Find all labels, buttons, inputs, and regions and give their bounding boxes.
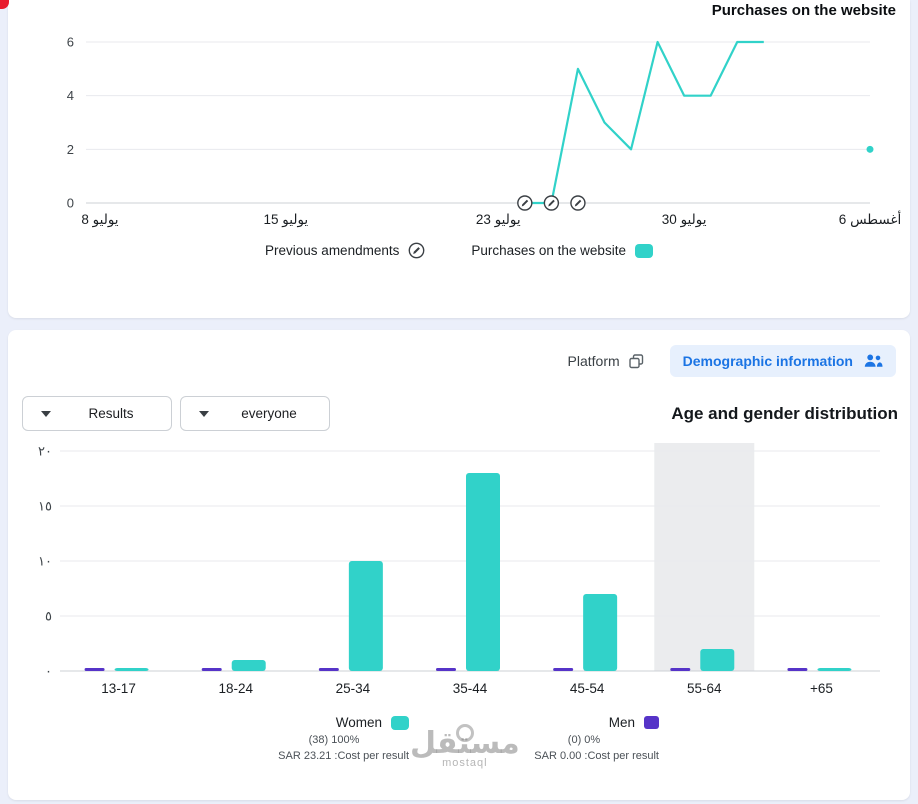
y-tick-label: ١٥ [38, 499, 52, 514]
purchases-panel-title: Purchases on the website [711, 2, 896, 19]
women-bar[interactable] [817, 668, 852, 671]
demographic-information-tab[interactable]: Demographic information [669, 345, 896, 377]
legend-men[interactable]: Men [609, 715, 659, 730]
y-tick-label: ١٠ [38, 554, 52, 569]
x-tick-label: 18-24 [218, 681, 253, 696]
legend-previous-amendments[interactable]: Previous amendments [265, 242, 425, 259]
results-dropdown[interactable]: Results [22, 396, 172, 431]
legend-purchases-on-website[interactable]: Purchases on the website [471, 243, 653, 258]
men-bar[interactable] [436, 668, 456, 671]
chevron-down-icon [199, 410, 209, 417]
men-result-count: (0) 0% [567, 734, 601, 746]
x-tick-label: 55-64 [687, 681, 722, 696]
men-bar[interactable] [318, 668, 339, 671]
x-tick-label: 25-34 [336, 681, 371, 696]
men-bar[interactable] [201, 668, 222, 671]
corner-marker [0, 0, 9, 9]
platform-tab[interactable]: Platform [568, 353, 644, 369]
y-tick-label: ٥ [45, 609, 52, 624]
y-tick-label: 6 [67, 35, 74, 50]
purchases-legend-label: Purchases on the website [471, 243, 626, 258]
x-tick-label: 30 يوليو [662, 212, 707, 228]
y-tick-label: ٠ [45, 664, 52, 679]
x-tick-label: 45-54 [570, 681, 605, 696]
amendment-pencil-icon[interactable] [543, 195, 560, 211]
audience-dropdown-value: everyone [241, 406, 297, 421]
filter-row: Results everyone Age and gender distribu… [8, 396, 910, 431]
men-cost-per-result: SAR 0.00 :Cost per result [534, 750, 659, 762]
demographic-information-label: Demographic information [682, 353, 853, 369]
x-tick-label: 13-17 [101, 681, 136, 696]
y-tick-label: ٢٠ [38, 444, 52, 459]
view-toggle-toolbar: Platform Demographic information [8, 330, 910, 377]
x-tick-label: 15 يوليو [264, 212, 309, 228]
x-tick-label: أغسطس 6 [839, 210, 901, 228]
line-endpoint-dot[interactable] [866, 145, 874, 153]
purchases-legend-swatch [634, 243, 653, 258]
legend-women[interactable]: Women [336, 715, 409, 730]
previous-amendments-label: Previous amendments [265, 243, 400, 258]
men-bar[interactable] [84, 668, 105, 671]
results-dropdown-value: Results [88, 406, 134, 421]
demographics-panel: Platform Demographic information [8, 330, 910, 800]
women-bar[interactable] [348, 561, 383, 671]
age-gender-bar-chart[interactable]: ٠ ٥ ١٠ ١٥ ٢٠ 13-17 18-24 25-34 35-44 45-54 55-64 +6… [8, 431, 910, 699]
highlight-band [654, 443, 755, 671]
x-tick-label: 8 يوليو [81, 212, 118, 228]
women-legend-label: Women [335, 715, 382, 730]
y-tick-label: 4 [67, 88, 74, 103]
men-legend-label: Men [608, 715, 635, 730]
bar-chart-legend: Women (38) 100% SAR 23.21 :Cost per resu… [8, 715, 910, 762]
men-legend-column: Men (0) 0% SAR 0.00 :Cost per result [509, 715, 659, 762]
platform-tab-label: Platform [567, 353, 620, 369]
x-tick-label: 23 يوليو [476, 212, 521, 228]
y-tick-label: 0 [67, 196, 74, 211]
purchases-line[interactable] [524, 40, 764, 205]
purchases-line-chart[interactable]: 0 2 4 6 8 يوليو 15 يوليو 23 يوليو 30 يوليو أغسطس… [8, 0, 910, 232]
age-gender-title: Age and gender distribution [671, 403, 898, 423]
amendment-pencil-icon[interactable] [570, 195, 586, 211]
people-icon [864, 354, 883, 368]
x-tick-label: 35-44 [453, 681, 488, 696]
x-tick-label: +65 [810, 681, 833, 696]
amendment-pencil-icon[interactable] [517, 195, 533, 211]
y-tick-label: 2 [67, 142, 74, 157]
women-legend-column: Women (38) 100% SAR 23.21 :Cost per resu… [259, 715, 409, 762]
chevron-down-icon [41, 410, 51, 417]
women-bar[interactable] [114, 668, 149, 671]
women-legend-swatch [391, 715, 409, 730]
purchases-panel: Purchases on the website 0 2 4 6 8 يوليو 15 ي… [8, 0, 910, 318]
women-cost-per-result: SAR 23.21 :Cost per result [278, 750, 409, 762]
audience-dropdown[interactable]: everyone [180, 396, 330, 431]
pencil-circle-icon [408, 242, 425, 259]
men-bar[interactable] [670, 668, 691, 671]
women-result-count: (38) 100% [308, 734, 360, 746]
men-legend-swatch [644, 716, 659, 729]
platform-icon [628, 353, 644, 369]
women-bar[interactable] [583, 594, 618, 671]
men-bar[interactable] [553, 668, 574, 671]
women-bar[interactable] [231, 660, 266, 671]
women-bar[interactable] [466, 473, 500, 671]
women-bar[interactable] [700, 649, 735, 671]
purchases-chart-legend: Previous amendments Purchases on the web… [8, 242, 910, 259]
men-bar[interactable] [787, 668, 808, 671]
